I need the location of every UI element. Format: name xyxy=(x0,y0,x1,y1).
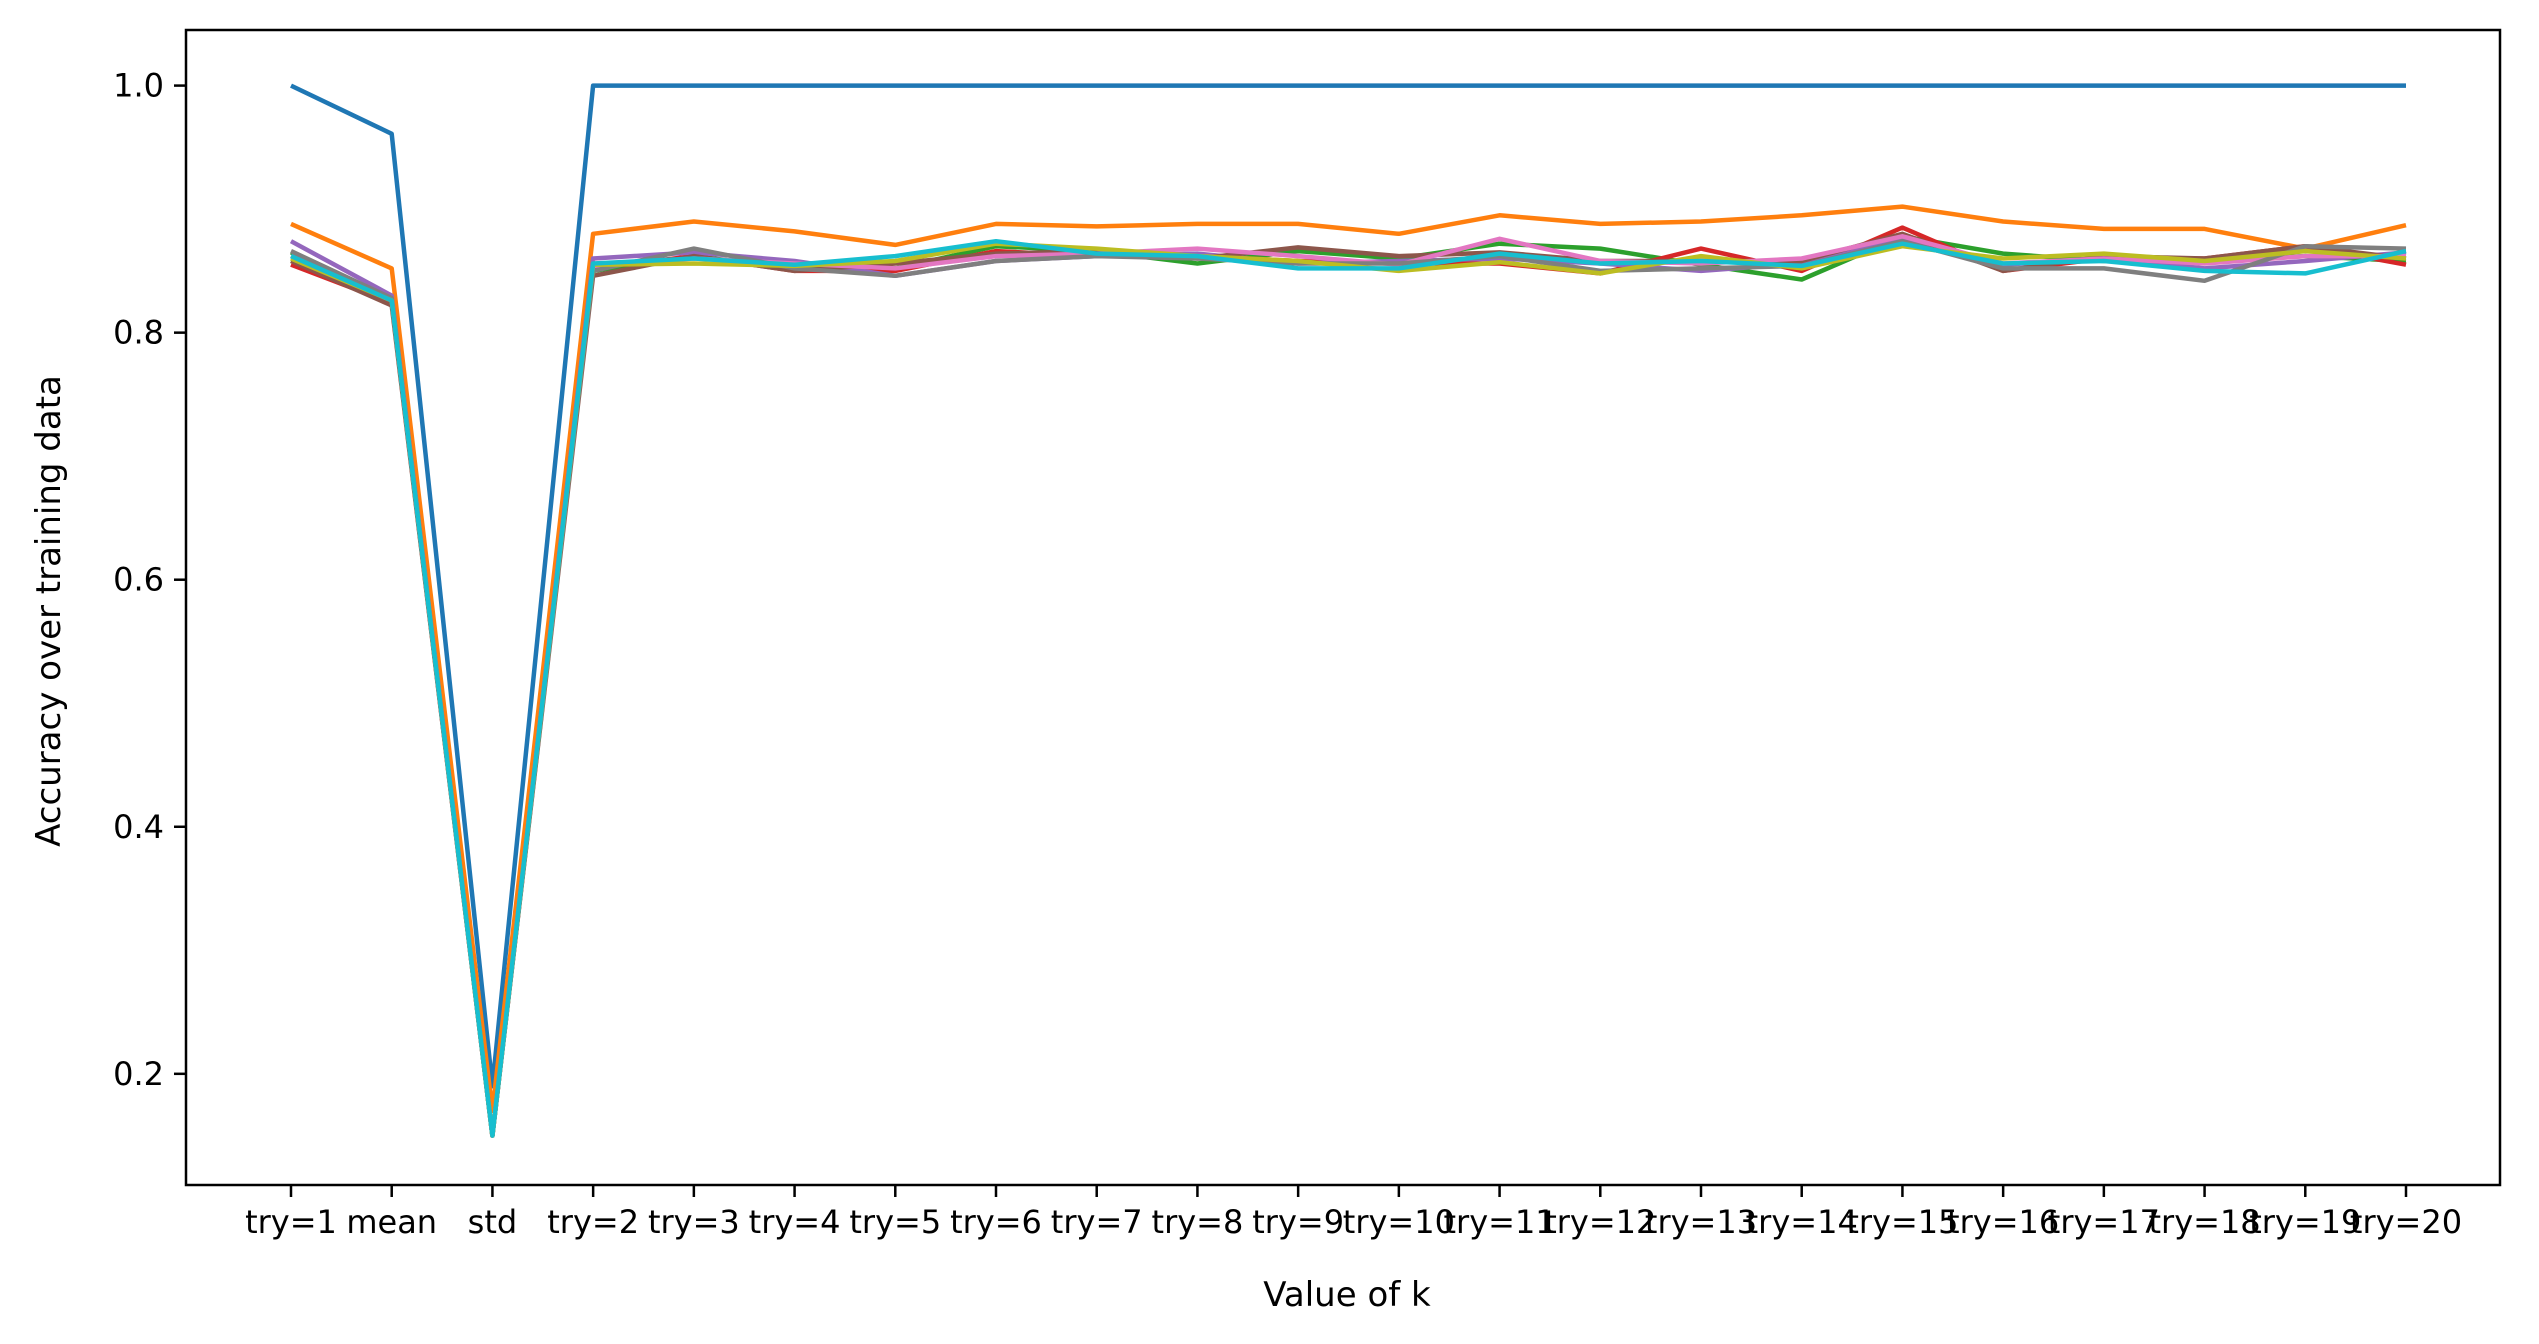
x-tick-label: mean xyxy=(346,1203,437,1241)
x-tick-label: try=17 xyxy=(2048,1203,2160,1241)
x-tick-label: try=4 xyxy=(749,1203,841,1241)
y-tick-label: 0.4 xyxy=(113,808,164,846)
y-tick-label: 0.2 xyxy=(113,1055,164,1093)
x-tick-label: try=2 xyxy=(547,1203,639,1241)
x-axis-label: Value of k xyxy=(1263,1275,1431,1315)
x-tick-label: try=1 xyxy=(245,1203,337,1241)
x-tick-label: try=9 xyxy=(1252,1203,1344,1241)
series-line-2 xyxy=(290,204,2407,1114)
x-tick-label: try=8 xyxy=(1152,1203,1244,1241)
x-tick-label: try=13 xyxy=(1645,1203,1757,1241)
series-line-6 xyxy=(290,231,2407,1138)
series-line-8 xyxy=(290,238,2407,1138)
x-tick-label: try=11 xyxy=(1443,1203,1555,1241)
ticks: try=1 mean std try=2 try=3 try=4 try=5 try=6 try… xyxy=(113,67,2462,1241)
x-tick-label: try=20 xyxy=(2350,1203,2462,1241)
x-tick-label: try=5 xyxy=(849,1203,941,1241)
y-tick-label: 0.8 xyxy=(113,314,164,352)
x-tick-label: try=6 xyxy=(950,1203,1042,1241)
series-lines xyxy=(289,83,2407,1138)
series-line-3 xyxy=(290,234,2407,1138)
y-tick-label: 0.6 xyxy=(113,561,164,599)
x-tick-label: try=14 xyxy=(1746,1203,1858,1241)
series-line-9 xyxy=(290,241,2407,1138)
x-tick-label: try=7 xyxy=(1051,1203,1143,1241)
axes xyxy=(184,28,2502,1187)
series-line-10 xyxy=(290,238,2407,1138)
x-tick-label: try=10 xyxy=(1343,1203,1455,1241)
x-tick-label: try=15 xyxy=(1846,1203,1958,1241)
x-tick-label: try=12 xyxy=(1544,1203,1656,1241)
series-line-5 xyxy=(289,237,2407,1138)
series-line-1 xyxy=(290,83,2406,1089)
y-tick-label: 1.0 xyxy=(113,67,164,105)
x-tick-label: std xyxy=(468,1203,518,1241)
x-tick-label: try=19 xyxy=(2249,1203,2361,1241)
x-tick-label: try=16 xyxy=(1947,1203,2059,1241)
x-tick-label: try=3 xyxy=(648,1203,740,1241)
x-tick-label: try=18 xyxy=(2148,1203,2260,1241)
y-axis-label: Accuracy over training data xyxy=(29,375,69,847)
series-line-7 xyxy=(290,234,2406,1138)
plot-frame xyxy=(184,28,2502,1187)
series-line-4 xyxy=(290,225,2407,1138)
